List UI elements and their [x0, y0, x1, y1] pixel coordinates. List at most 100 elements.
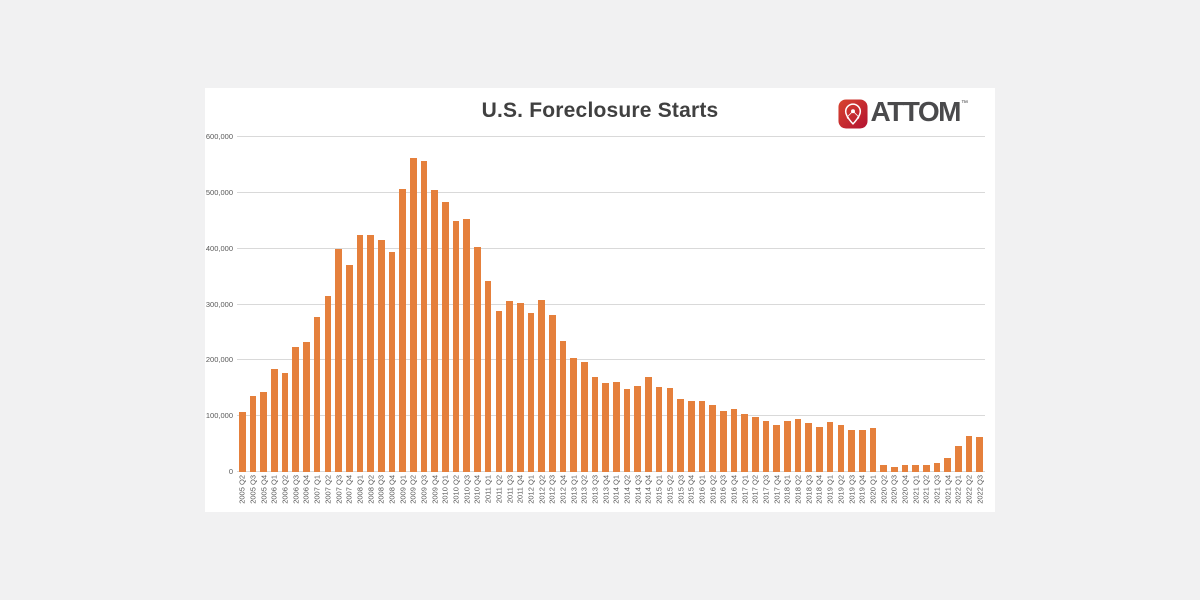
bar-slot	[686, 137, 697, 472]
x-axis-label: 2019 Q3	[847, 475, 857, 504]
x-axis-label: 2012 Q4	[558, 475, 568, 504]
x-axis-label: 2018 Q3	[804, 475, 814, 504]
bar	[709, 405, 716, 472]
bar	[773, 425, 781, 472]
bar-slot	[590, 137, 601, 472]
bar	[677, 398, 684, 472]
x-axis-label: 2005 Q3	[248, 475, 258, 504]
bar	[719, 410, 727, 472]
x-axis-label: 2013 Q3	[590, 475, 600, 504]
x-axis-label: 2011 Q2	[494, 475, 504, 504]
x-axis-label: 2019 Q2	[836, 475, 846, 504]
x-axis-label: 2020 Q4	[900, 475, 910, 504]
x-axis-label: 2009 Q2	[408, 475, 418, 504]
bar-slot	[365, 137, 376, 472]
bar-slot	[771, 137, 782, 472]
x-axis-label: 2013 Q4	[601, 475, 611, 504]
bar-slot	[932, 137, 943, 472]
y-axis-label: 400,000	[205, 243, 233, 253]
bar-slot	[643, 137, 654, 472]
x-axis-label: 2013 Q2	[579, 475, 589, 504]
x-axis-label: 2014 Q2	[622, 475, 632, 504]
x-axis-label: 2021 Q4	[943, 475, 953, 504]
bar	[345, 265, 353, 472]
x-axis-label: 2008 Q1	[355, 475, 365, 504]
x-axis-label: 2018 Q1	[782, 475, 792, 504]
x-axis-label: 2010 Q4	[472, 475, 482, 504]
y-axis-label: 0	[228, 467, 233, 476]
bar-slot	[461, 137, 472, 472]
bar-slot	[568, 137, 579, 472]
bar	[933, 463, 941, 472]
x-axis-label: 2022 Q1	[953, 475, 963, 504]
gridline	[237, 359, 985, 361]
bar-slot	[729, 137, 740, 472]
bar-slot	[622, 137, 633, 472]
x-axis-label: 2020 Q3	[889, 475, 899, 504]
bar	[281, 372, 289, 472]
bar	[506, 300, 513, 472]
x-axis-label: 2012 Q2	[537, 475, 547, 504]
x-axis-label: 2015 Q2	[665, 475, 675, 504]
gridline	[237, 415, 985, 417]
x-axis-label: 2008 Q2	[366, 475, 376, 504]
bar-slot	[793, 137, 804, 472]
gridline	[237, 303, 985, 305]
bar	[805, 423, 813, 472]
x-axis-label: 2007 Q4	[344, 475, 354, 504]
bar	[388, 252, 396, 472]
bar-slot	[258, 137, 269, 472]
bar-slot	[397, 137, 408, 472]
bar-slot	[761, 137, 772, 472]
bar	[837, 425, 845, 472]
plot-area	[237, 136, 985, 472]
bar-slot	[472, 137, 483, 472]
x-axis: 2005 Q2 2005 Q3 2005 Q4 2006 Q1 2006 Q2 2006 …	[237, 475, 985, 512]
bar	[784, 420, 791, 472]
x-axis-label: 2007 Q1	[312, 475, 322, 504]
bar	[666, 387, 674, 472]
x-axis-label: 2016 Q2	[708, 475, 718, 504]
bar-slot	[707, 137, 718, 472]
bar	[634, 386, 642, 472]
y-axis-label: 200,000	[205, 355, 233, 365]
bar	[602, 382, 610, 472]
x-axis-label: 2016 Q4	[729, 475, 739, 504]
bar	[399, 188, 406, 472]
bar	[324, 295, 332, 472]
x-axis-label: 2005 Q2	[237, 475, 247, 504]
bar	[239, 411, 246, 472]
x-axis-label: 2015 Q3	[676, 475, 686, 504]
bar-slot	[387, 137, 398, 472]
bar-slot	[558, 137, 569, 472]
bar-slot	[290, 137, 301, 472]
bar	[955, 446, 962, 472]
x-axis-label: 2010 Q2	[451, 475, 461, 504]
x-axis-label: 2016 Q3	[718, 475, 728, 504]
bar-slot	[611, 137, 622, 472]
bar-slot	[333, 137, 344, 472]
bar	[623, 388, 631, 472]
bar	[848, 430, 855, 472]
bar-slot	[280, 137, 291, 472]
bar-slot	[921, 137, 932, 472]
bars	[237, 137, 985, 472]
bar-slot	[526, 137, 537, 472]
x-axis-label: 2011 Q4	[515, 475, 525, 504]
x-axis-label: 2019 Q1	[825, 475, 835, 504]
x-axis-label: 2021 Q1	[911, 475, 921, 504]
attom-logo-icon	[838, 99, 868, 129]
bar	[976, 436, 984, 472]
x-axis-label: 2008 Q4	[387, 475, 397, 504]
x-axis-label: 2014 Q1	[611, 475, 621, 504]
bar	[249, 395, 257, 472]
x-axis-label: 2010 Q1	[440, 475, 450, 504]
bar	[762, 420, 770, 472]
bar	[463, 218, 471, 472]
bar	[548, 315, 556, 472]
bar-slot	[942, 137, 953, 472]
bar-slot	[312, 137, 323, 472]
bar	[730, 409, 738, 472]
x-axis-label: 2012 Q1	[526, 475, 536, 504]
